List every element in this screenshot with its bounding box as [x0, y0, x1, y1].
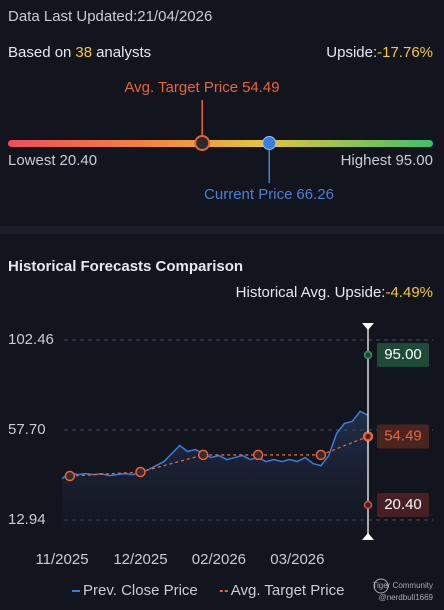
cursor-point: [363, 432, 373, 441]
suffix: analysts: [96, 44, 151, 61]
target-point: [252, 449, 264, 461]
upside-label: Upside:: [326, 44, 377, 61]
low-label: Lowest 20.40: [8, 152, 97, 169]
prefix: Based on: [8, 44, 71, 61]
watermark-handle: @nerdbull1669: [379, 593, 434, 602]
target-trend-segment: [140, 454, 204, 473]
y-tick-label: 57.70: [8, 421, 46, 438]
cursor-point: [363, 500, 373, 510]
y-tick-label: 12.94: [8, 511, 46, 528]
last-updated: Data Last Updated:21/04/2026: [8, 8, 212, 25]
target-trend-segment: [320, 435, 369, 456]
separator: [0, 226, 444, 234]
price-line: [61, 410, 369, 480]
target-point: [135, 466, 146, 478]
target-marker: [194, 135, 211, 151]
analyst-count: 38: [75, 44, 92, 61]
watermark-icon: [373, 578, 389, 594]
y-tick-label: 102.46: [8, 331, 54, 348]
label: Highest: [341, 152, 393, 169]
legend-label: Avg. Target Price: [231, 582, 345, 599]
legend-label: Prev. Close Price: [83, 582, 198, 599]
target-label: Avg. Target Price 54.49: [124, 79, 279, 96]
value: 20.40: [60, 152, 98, 169]
analyst-summary: Based on 38 analysts: [8, 44, 151, 61]
label: Avg. Target Price: [124, 79, 238, 96]
chart-title: Historical Forecasts Comparison: [8, 258, 243, 275]
value-badge-text: 95.00: [384, 346, 422, 363]
watermark-brand: Tiger Community: [372, 581, 433, 590]
x-tick-label: 03/2026: [270, 551, 324, 568]
cursor-top: [362, 323, 374, 330]
current-label: Current Price 66.26: [204, 186, 334, 203]
value: -4.49%: [385, 284, 433, 301]
value-badge: [377, 343, 429, 367]
value-badge-text: 20.40: [384, 496, 422, 513]
value-badge: [377, 424, 429, 449]
high-label: Highest 95.00: [341, 152, 433, 169]
target-point: [197, 449, 209, 461]
value: 95.00: [395, 152, 433, 169]
value: 54.49: [242, 79, 280, 96]
current-marker: [262, 136, 277, 150]
chart-subtitle: Historical Avg. Upside:-4.49%: [236, 284, 433, 301]
label: Lowest: [8, 152, 56, 169]
x-tick-label: 02/2026: [192, 551, 246, 568]
label: Historical Avg. Upside:: [236, 284, 386, 301]
price-area: [62, 411, 368, 528]
x-tick-label: 12/2025: [113, 551, 167, 568]
x-tick-label: 11/2025: [35, 551, 88, 568]
upside: Upside:-17.76%: [326, 44, 433, 61]
target-point: [64, 470, 76, 482]
value: 66.26: [296, 186, 334, 203]
upside-value: -17.76%: [377, 44, 433, 61]
value-badge: [377, 493, 429, 517]
target-point: [315, 449, 327, 461]
cursor-bottom: [362, 533, 374, 540]
label: Current Price: [204, 186, 292, 203]
value-badge-text: 54.49: [384, 427, 422, 444]
cursor-point: [363, 350, 373, 360]
gauge-bar: [8, 140, 433, 147]
